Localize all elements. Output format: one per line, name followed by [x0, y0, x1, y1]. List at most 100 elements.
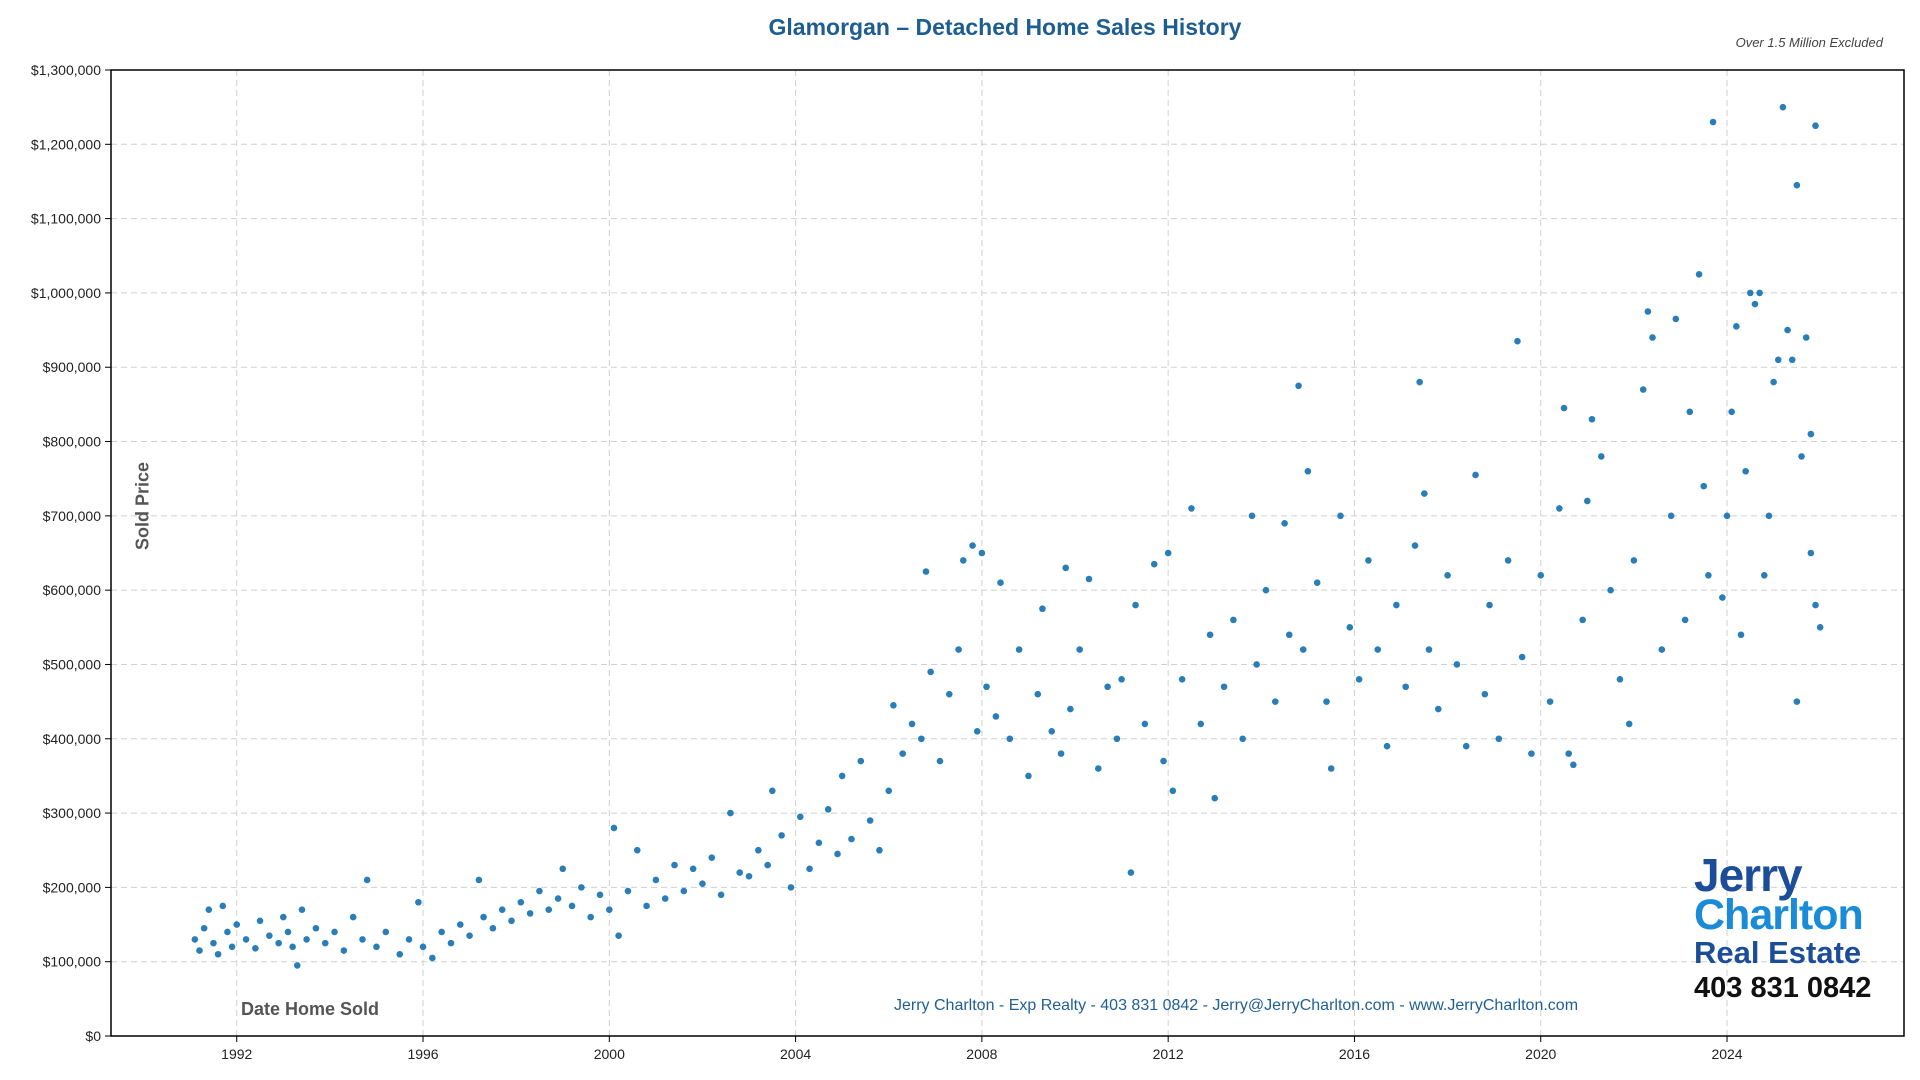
data-point	[219, 902, 227, 910]
data-point	[1006, 735, 1014, 743]
data-point	[1728, 408, 1735, 416]
data-point	[1295, 382, 1302, 390]
data-point	[736, 869, 744, 876]
data-point	[1150, 560, 1158, 568]
data-point	[1565, 750, 1572, 757]
data-point	[1067, 705, 1074, 713]
data-point	[955, 646, 962, 653]
data-point	[559, 865, 567, 873]
data-point	[1733, 323, 1740, 330]
data-point	[1630, 557, 1638, 564]
data-point	[1695, 271, 1703, 278]
data-point	[1793, 181, 1801, 189]
data-point	[1719, 594, 1726, 601]
data-point	[1327, 765, 1335, 772]
data-point	[890, 702, 897, 709]
data-point	[1607, 586, 1614, 594]
data-point	[256, 917, 264, 925]
data-point	[699, 880, 706, 887]
data-point	[214, 950, 222, 958]
data-point	[959, 557, 967, 564]
y-tick-label: $300,000	[43, 805, 102, 821]
chart-title: Glamorgan – Detached Home Sales History	[768, 14, 1242, 40]
data-point	[1365, 557, 1372, 564]
logo-line-1: Jerry	[1694, 849, 1803, 901]
data-point	[1625, 720, 1633, 728]
data-point	[973, 728, 981, 735]
data-point	[1774, 356, 1782, 364]
y-tick-label: $600,000	[43, 582, 102, 598]
data-point	[438, 928, 445, 936]
y-tick-label: $1,000,000	[31, 285, 101, 301]
data-point	[1132, 601, 1139, 609]
data-point	[1686, 408, 1694, 416]
data-point	[680, 887, 688, 895]
data-point	[415, 898, 422, 906]
logo-line-3: Real Estate	[1694, 935, 1862, 970]
data-point	[643, 902, 650, 910]
x-tick-label: 1992	[221, 1046, 252, 1062]
data-point	[1756, 289, 1763, 297]
data-point	[1760, 571, 1768, 579]
data-point	[1034, 690, 1042, 698]
data-point	[280, 913, 287, 921]
data-point	[419, 943, 427, 951]
data-point	[876, 846, 883, 854]
data-point	[1374, 646, 1382, 653]
data-point	[745, 872, 753, 880]
data-point	[1113, 735, 1121, 743]
data-point	[1765, 512, 1773, 520]
data-point	[554, 895, 562, 902]
x-tick-label: 2016	[1339, 1046, 1370, 1062]
data-point	[429, 954, 436, 962]
data-point	[1747, 289, 1754, 297]
data-point	[1346, 624, 1354, 631]
logo: Jerry Charlton Real Estate 403 831 0842	[1694, 852, 1884, 1003]
x-tick-label: 2024	[1711, 1046, 1742, 1062]
data-point	[1798, 453, 1805, 460]
data-point	[1546, 698, 1554, 705]
data-point	[382, 928, 390, 936]
data-point	[1178, 676, 1186, 683]
data-point	[1788, 356, 1796, 364]
x-tick-label: 2020	[1525, 1046, 1556, 1062]
data-point	[834, 850, 841, 858]
data-point	[1807, 549, 1815, 557]
data-point	[848, 835, 855, 843]
data-point	[1230, 616, 1237, 624]
data-point	[983, 683, 990, 691]
data-point	[200, 924, 208, 932]
data-point	[196, 947, 203, 954]
data-point	[1355, 676, 1363, 683]
y-tick-label: $1,100,000	[31, 211, 101, 227]
data-point	[1537, 571, 1545, 579]
data-point	[1416, 378, 1423, 386]
y-tick-label: $500,000	[43, 656, 102, 672]
data-point	[224, 928, 231, 936]
data-point	[755, 846, 762, 854]
data-point	[205, 906, 213, 913]
data-point	[1402, 683, 1409, 691]
data-point	[633, 846, 641, 854]
data-point	[610, 824, 618, 832]
data-point	[275, 939, 282, 947]
data-point	[908, 720, 916, 728]
data-point	[1313, 579, 1321, 587]
data-point	[857, 757, 865, 765]
data-point	[1411, 542, 1419, 549]
data-point	[1556, 505, 1563, 512]
data-point	[1271, 698, 1279, 705]
y-tick-label: $1,300,000	[31, 62, 101, 78]
data-point	[1304, 467, 1312, 475]
data-point	[1127, 869, 1135, 876]
data-point	[1570, 761, 1577, 769]
data-point	[568, 902, 576, 910]
data-point	[1807, 430, 1815, 438]
data-point	[373, 943, 380, 951]
data-point	[545, 906, 553, 913]
data-point	[1220, 683, 1228, 691]
data-point	[1095, 765, 1102, 772]
data-point	[918, 735, 925, 743]
data-point	[1434, 705, 1442, 713]
data-point	[1737, 631, 1745, 639]
